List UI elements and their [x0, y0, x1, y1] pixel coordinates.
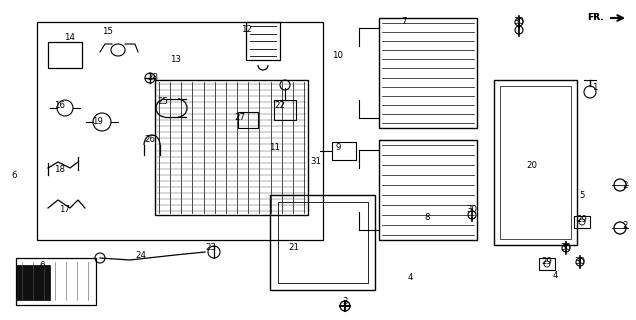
Text: 30: 30: [560, 244, 572, 252]
Text: 30: 30: [574, 258, 586, 267]
Text: 16: 16: [55, 100, 66, 109]
Text: 10: 10: [333, 51, 343, 60]
Bar: [574, 216, 590, 228]
Bar: [494, 80, 577, 245]
Text: 12: 12: [242, 26, 252, 35]
Text: 23: 23: [205, 244, 216, 252]
Text: 30: 30: [513, 18, 525, 27]
Text: 29: 29: [542, 258, 553, 267]
Bar: [37, 22, 323, 240]
Text: 2: 2: [622, 220, 628, 229]
Text: 8: 8: [424, 213, 430, 222]
Text: 21: 21: [289, 244, 300, 252]
Text: 4: 4: [552, 270, 558, 279]
Text: 6: 6: [39, 260, 45, 269]
Bar: [16, 265, 50, 300]
Text: 6: 6: [11, 171, 17, 180]
Text: 30: 30: [466, 205, 478, 214]
Text: 4: 4: [407, 274, 413, 283]
Text: 28: 28: [148, 74, 158, 83]
Text: 17: 17: [60, 205, 71, 214]
Bar: [270, 195, 375, 290]
Bar: [539, 258, 555, 270]
Text: 3: 3: [342, 298, 348, 307]
Text: 25: 25: [158, 98, 169, 107]
Text: 18: 18: [55, 165, 66, 174]
Text: FR.: FR.: [587, 13, 604, 22]
Text: 5: 5: [579, 190, 584, 199]
Text: 29: 29: [577, 215, 588, 225]
Text: 7: 7: [401, 18, 407, 27]
Text: 22: 22: [275, 100, 286, 109]
Text: 1: 1: [592, 84, 598, 92]
Text: 14: 14: [64, 34, 76, 43]
Bar: [379, 140, 477, 240]
Bar: [274, 100, 296, 120]
Bar: [48, 42, 82, 68]
Text: FR.: FR.: [588, 13, 604, 22]
Text: 19: 19: [92, 117, 102, 126]
Text: 27: 27: [235, 114, 245, 123]
Bar: [500, 86, 571, 239]
Bar: [332, 142, 356, 160]
Bar: [238, 112, 258, 128]
Text: 31: 31: [310, 157, 322, 166]
Text: 26: 26: [144, 135, 155, 145]
Text: 11: 11: [270, 143, 280, 153]
Text: 2: 2: [622, 180, 628, 189]
Bar: [246, 22, 280, 60]
Text: 13: 13: [170, 55, 181, 65]
Text: 20: 20: [527, 161, 537, 170]
Bar: [278, 202, 368, 283]
Bar: [379, 18, 477, 128]
Text: 15: 15: [102, 28, 113, 36]
Bar: [16, 258, 96, 305]
Bar: [155, 80, 308, 215]
Text: 24: 24: [135, 251, 146, 260]
Text: 9: 9: [335, 143, 341, 153]
